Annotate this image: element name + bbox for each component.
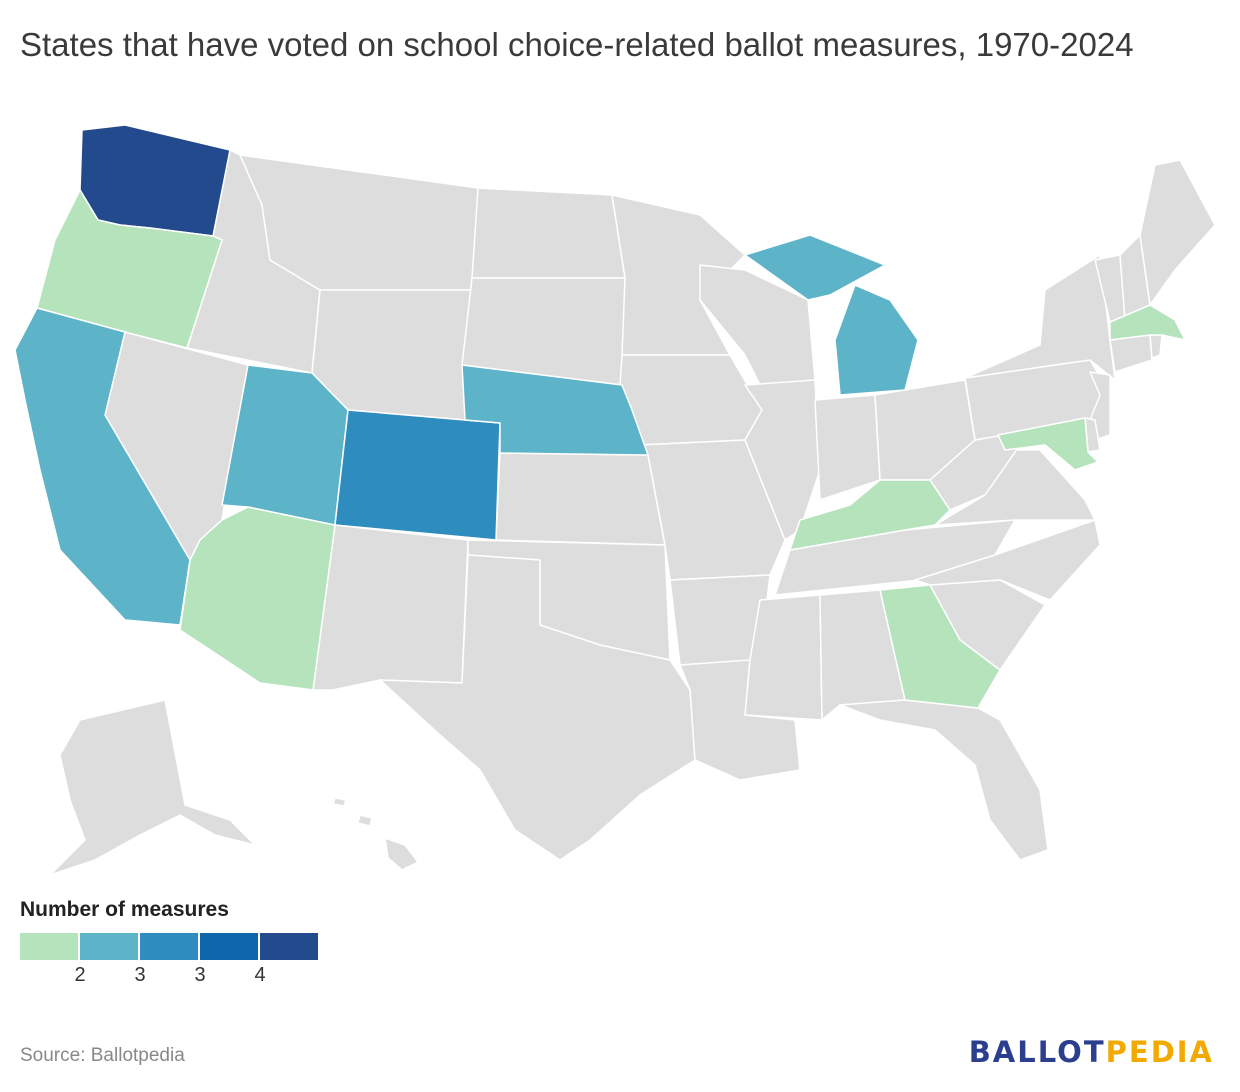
state-NM [312,524,469,691]
state-IN [814,394,881,501]
state-GA [879,584,1001,709]
state-WA [79,124,231,237]
state-CA [14,307,191,626]
legend-swatch [80,933,138,960]
state-AK [49,699,256,876]
state-NY [964,254,1116,381]
state-MS [744,594,823,721]
state-CT [1109,334,1153,373]
state-CO [334,409,501,541]
logo-part-pedia: PEDIA [1105,1035,1214,1069]
logo-part-ballot: BALLOT [968,1035,1106,1069]
legend-swatch [20,933,78,960]
state-TX [379,554,696,861]
legend-swatch [260,933,318,960]
legend-ticks: 2 3 3 4 [20,964,320,990]
state-OR [36,189,223,349]
state-ND [471,187,626,279]
state-RI [1149,334,1163,359]
state-NE [461,364,649,456]
state-FL [839,699,1049,861]
legend-title: Number of measures [20,898,229,921]
legend-tick-label: 2 [74,964,86,986]
legend-color-scale [20,933,318,960]
state-MA [1109,304,1186,341]
legend-swatch [140,933,198,960]
state-MD [997,417,1099,471]
state-MI [744,234,919,396]
ballotpedia-logo: BALLOTPEDIA [969,1035,1214,1069]
us-map [14,124,1216,876]
legend-tick-label: 3 [134,964,146,986]
state-HI [332,797,419,871]
legend-tick-label: 4 [254,964,266,986]
source-note: Source: Ballotpedia [20,1045,185,1066]
state-IL [744,379,821,541]
state-NC [914,519,1101,601]
state-IA [619,354,763,446]
chart-title: States that have voted on school choice-… [20,26,1134,63]
legend-tick-label: 3 [194,964,206,986]
legend-swatch [200,933,258,960]
state-MN [611,194,746,356]
state-ME [1139,159,1216,306]
state-KS [495,452,666,546]
state-KY [789,479,951,551]
no-data-states [49,149,1216,876]
data-states [14,124,1186,709]
